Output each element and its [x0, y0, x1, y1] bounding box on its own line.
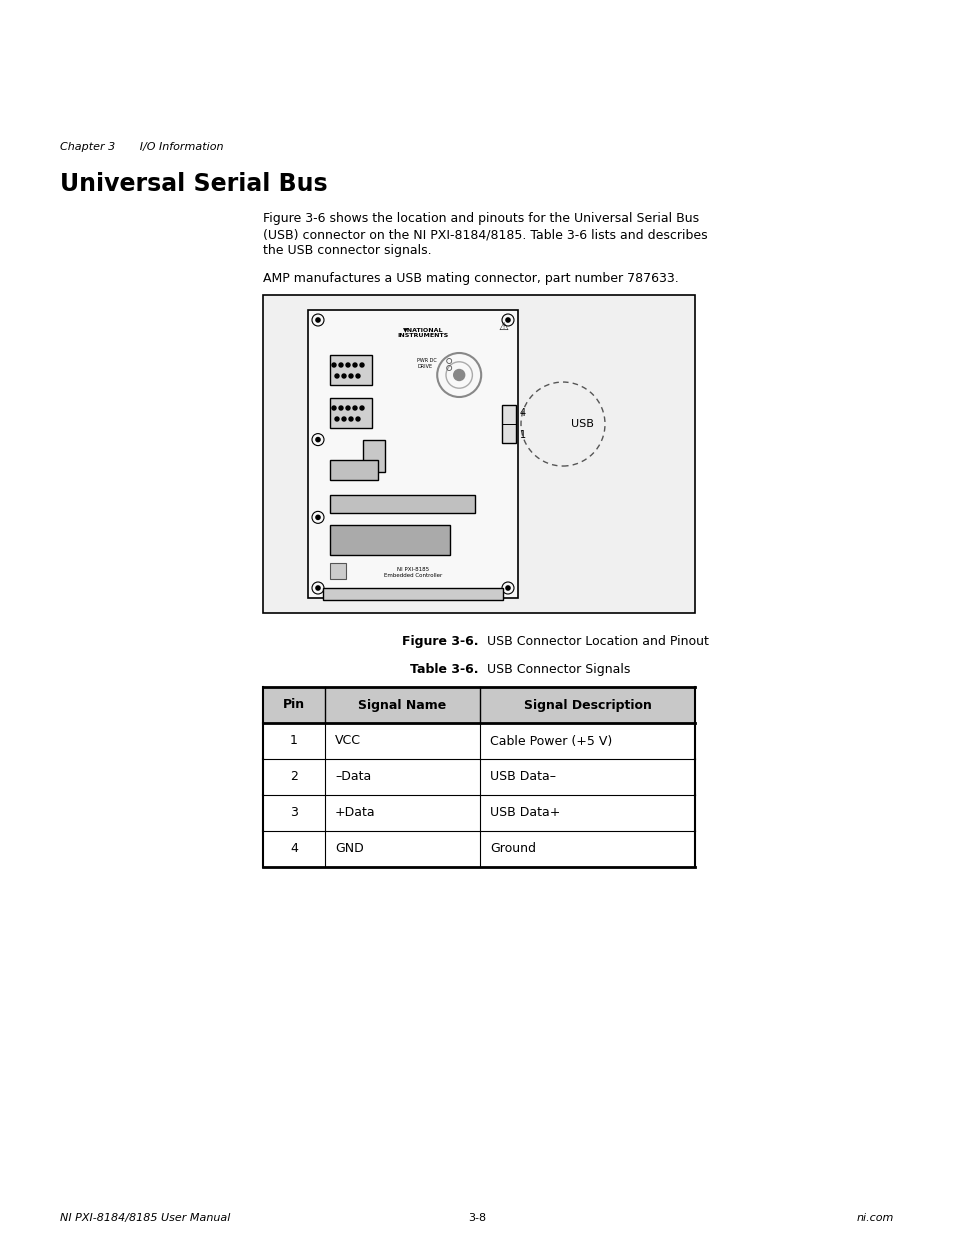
Text: USB Connector Signals: USB Connector Signals	[478, 663, 630, 676]
Circle shape	[505, 317, 510, 322]
Text: Signal Description: Signal Description	[523, 699, 651, 711]
Circle shape	[315, 317, 320, 322]
Text: (USB) connector on the NI PXI-8184/8185. Table 3-6 lists and describes: (USB) connector on the NI PXI-8184/8185.…	[263, 228, 707, 241]
Text: 4: 4	[290, 842, 297, 856]
Text: Figure 3-6 shows the location and pinouts for the Universal Serial Bus: Figure 3-6 shows the location and pinout…	[263, 212, 699, 225]
Text: Chapter 3       I/O Information: Chapter 3 I/O Information	[60, 142, 223, 152]
Text: Pin: Pin	[283, 699, 305, 711]
Text: +Data: +Data	[335, 806, 375, 820]
Circle shape	[346, 406, 350, 410]
Bar	[330, 354, 372, 385]
Circle shape	[353, 363, 356, 367]
Text: 1: 1	[519, 430, 525, 440]
Text: ni.com: ni.com	[856, 1213, 893, 1223]
Text: ▼NATIONAL
INSTRUMENTS: ▼NATIONAL INSTRUMENTS	[397, 327, 449, 338]
Text: USB: USB	[571, 419, 594, 429]
Bar	[330, 398, 372, 429]
Text: PWR DC
DRIVE: PWR DC DRIVE	[416, 358, 436, 369]
Text: GND: GND	[335, 842, 363, 856]
Circle shape	[335, 417, 338, 421]
Text: Table 3-6.: Table 3-6.	[410, 663, 478, 676]
Circle shape	[505, 585, 510, 590]
Text: USB Data+: USB Data+	[490, 806, 559, 820]
Text: 4: 4	[519, 408, 525, 417]
Text: 1: 1	[290, 735, 297, 747]
Circle shape	[341, 374, 346, 378]
Bar	[363, 440, 385, 472]
Text: NI PXI-8185
Embedded Controller: NI PXI-8185 Embedded Controller	[383, 567, 441, 578]
Circle shape	[332, 406, 335, 410]
Circle shape	[338, 363, 343, 367]
Circle shape	[355, 374, 359, 378]
Circle shape	[454, 369, 464, 380]
Circle shape	[341, 417, 346, 421]
Circle shape	[346, 363, 350, 367]
Text: NI PXI-8184/8185 User Manual: NI PXI-8184/8185 User Manual	[60, 1213, 230, 1223]
Text: Signal Name: Signal Name	[358, 699, 446, 711]
Circle shape	[359, 406, 364, 410]
Circle shape	[353, 406, 356, 410]
Circle shape	[355, 417, 359, 421]
Bar	[263, 295, 695, 613]
Text: the USB connector signals.: the USB connector signals.	[263, 245, 431, 257]
Text: Cable Power (+5 V): Cable Power (+5 V)	[490, 735, 612, 747]
Text: USB Connector Location and Pinout: USB Connector Location and Pinout	[478, 635, 708, 648]
Text: –Data: –Data	[335, 771, 371, 783]
Bar	[330, 495, 475, 513]
Text: ⚠: ⚠	[497, 322, 507, 332]
Text: AMP manufactures a USB mating connector, part number 787633.: AMP manufactures a USB mating connector,…	[263, 272, 678, 285]
Circle shape	[349, 417, 353, 421]
Text: Universal Serial Bus: Universal Serial Bus	[60, 172, 327, 196]
Circle shape	[315, 585, 320, 590]
Bar	[501, 405, 516, 443]
Circle shape	[315, 437, 320, 442]
Bar	[330, 459, 377, 480]
Circle shape	[315, 515, 320, 520]
Text: 3-8: 3-8	[468, 1213, 485, 1223]
Bar	[263, 687, 695, 722]
Text: Ground: Ground	[490, 842, 536, 856]
Circle shape	[338, 406, 343, 410]
Circle shape	[335, 374, 338, 378]
Text: 3: 3	[290, 806, 297, 820]
Text: 2: 2	[290, 771, 297, 783]
Text: Figure 3-6.: Figure 3-6.	[402, 635, 478, 648]
Text: USB Data–: USB Data–	[490, 771, 556, 783]
Circle shape	[332, 363, 335, 367]
Bar	[308, 310, 517, 598]
Bar	[330, 525, 450, 555]
Bar	[323, 588, 502, 600]
Circle shape	[349, 374, 353, 378]
Bar	[330, 563, 346, 579]
Circle shape	[359, 363, 364, 367]
Text: VCC: VCC	[335, 735, 360, 747]
